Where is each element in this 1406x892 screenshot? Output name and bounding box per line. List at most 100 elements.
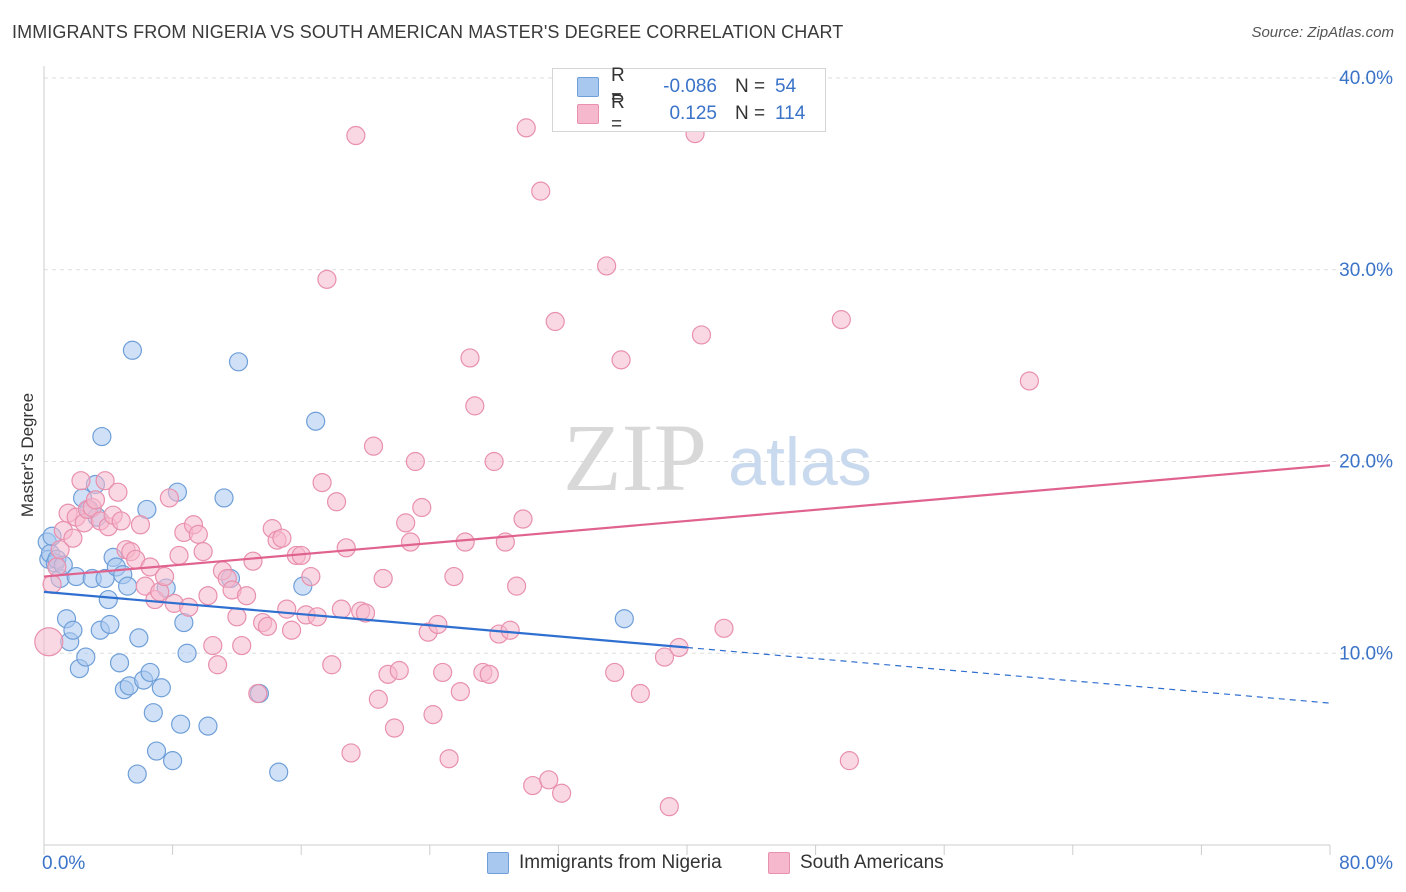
data-point <box>98 589 118 610</box>
data-point <box>208 655 228 675</box>
data-point <box>301 566 321 587</box>
data-point <box>188 524 208 544</box>
data-point <box>611 350 631 370</box>
data-point <box>513 509 533 529</box>
data-point <box>257 616 278 637</box>
y-tick-label: 40.0% <box>1339 68 1393 89</box>
data-point <box>50 540 70 560</box>
data-point <box>326 492 347 512</box>
legend-item-nigeria[interactable]: Immigrants from Nigeria <box>487 852 722 874</box>
data-point <box>523 775 543 796</box>
data-point <box>108 482 128 502</box>
data-point <box>322 655 342 675</box>
data-point <box>66 566 86 587</box>
legend-swatch-nigeria <box>487 852 509 874</box>
trend-lines <box>43 464 1331 704</box>
data-point <box>281 620 302 640</box>
data-point <box>355 603 376 623</box>
data-point <box>236 586 257 606</box>
data-point <box>831 310 851 330</box>
data-point <box>198 716 218 736</box>
data-point <box>232 635 252 656</box>
data-point <box>71 471 91 491</box>
data-point <box>63 528 83 548</box>
data-point <box>159 488 179 508</box>
data-point <box>346 125 366 146</box>
data-point <box>1019 371 1039 391</box>
tick-labels: 10.0% 20.0% 30.0% 40.0% 0.0% 80.0% <box>42 68 1393 874</box>
data-point <box>277 599 297 619</box>
data-point <box>484 451 504 472</box>
data-point <box>433 662 453 683</box>
legend-swatch-nigeria <box>577 77 599 97</box>
legend-item-south[interactable]: South Americans <box>768 852 944 874</box>
data-point <box>654 647 675 667</box>
n-label: N = <box>735 103 766 124</box>
stats-legend: R = -0.086 N = 54 R = 0.125 N = 114 <box>552 65 826 135</box>
data-point <box>248 683 268 704</box>
data-point <box>479 664 499 684</box>
y-axis-label: Master's Degree <box>18 393 37 517</box>
data-point <box>122 340 143 360</box>
data-point <box>47 557 67 577</box>
data-point <box>455 532 475 552</box>
n-label: N = <box>735 76 766 97</box>
chart-title: IMMIGRANTS FROM NIGERIA VS SOUTH AMERICA… <box>12 22 844 42</box>
data-point <box>177 643 197 663</box>
data-point <box>227 607 247 627</box>
data-point <box>630 683 650 704</box>
data-point <box>193 542 213 562</box>
data-point <box>306 411 326 431</box>
r-label: R = <box>611 65 625 108</box>
data-point <box>396 513 416 533</box>
data-point <box>341 743 361 763</box>
x-tick-label: 80.0% <box>1339 853 1393 874</box>
data-point <box>389 660 409 681</box>
data-point <box>839 751 859 771</box>
data-point <box>76 647 96 667</box>
data-point <box>146 741 167 761</box>
watermark-atlas: atlas <box>728 424 872 500</box>
data-point <box>465 396 485 416</box>
legend-label-south: South Americans <box>800 852 944 873</box>
data-point <box>109 653 130 673</box>
data-point <box>111 511 131 531</box>
data-point <box>597 256 617 276</box>
y-tick-label: 20.0% <box>1339 452 1393 473</box>
legend-swatch-south <box>577 104 599 124</box>
legend-row-nigeria: R = -0.086 N = 54 <box>577 65 797 108</box>
data-point <box>214 488 234 508</box>
source-label: Source: ZipAtlas.com <box>1251 24 1394 41</box>
data-point <box>95 471 115 491</box>
data-point <box>171 714 191 734</box>
data-point <box>605 662 625 683</box>
watermark-zip: ZIP <box>563 404 707 511</box>
data-point <box>127 764 147 784</box>
data-point <box>691 325 712 345</box>
r-value: -0.086 <box>663 76 717 97</box>
data-point <box>400 532 421 552</box>
r-value: 0.125 <box>669 103 717 124</box>
n-value: 114 <box>775 103 806 124</box>
legend-row-south: R = 0.125 N = 114 <box>577 92 806 135</box>
data-point <box>92 426 112 447</box>
data-point <box>203 635 223 656</box>
data-point <box>100 614 120 635</box>
series-legend: Immigrants from Nigeria South Americans <box>0 852 1406 878</box>
data-point <box>154 566 175 587</box>
data-point <box>450 681 470 702</box>
data-point <box>228 352 249 372</box>
data-point <box>331 599 351 619</box>
data-point <box>269 762 289 782</box>
trend-line-nigeria <box>43 590 688 649</box>
n-value: 54 <box>775 76 797 97</box>
trend-line-nigeria-extension <box>686 646 1331 704</box>
data-point <box>516 118 536 138</box>
data-point <box>34 627 64 657</box>
data-point <box>129 628 149 648</box>
y-tick-label: 10.0% <box>1339 643 1393 664</box>
legend-swatch-south <box>768 852 790 874</box>
data-point <box>143 703 163 723</box>
data-point <box>130 515 151 535</box>
legend-label-nigeria: Immigrants from Nigeria <box>519 852 722 873</box>
